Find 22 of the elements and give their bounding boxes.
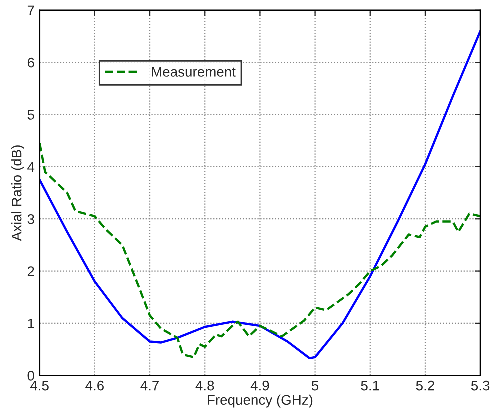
x-tick-label: 4.8	[196, 380, 214, 391]
y-tick-label: 0	[28, 370, 34, 381]
y-tick-label: 3	[28, 214, 34, 224]
y-tick-label: 5	[28, 110, 34, 120]
y-tick-label: 1	[28, 318, 34, 328]
x-tick-label: 4.5	[30, 381, 49, 391]
line-series	[40, 142, 481, 358]
line-series	[40, 30, 481, 360]
x-tick-label: 5.2	[416, 380, 434, 391]
x-tick-label: 4.6	[86, 380, 104, 391]
y-tick-label: 2	[28, 266, 34, 276]
x-tick-label: 5.1	[361, 381, 380, 391]
x-tick-label: 4.9	[250, 380, 270, 391]
x-tick-label: 5	[312, 381, 319, 391]
x-axis-title: Frequency (GHz)	[208, 394, 313, 408]
y-tick-label: 4	[28, 162, 35, 172]
legend-label: Measurement	[152, 67, 236, 77]
y-tick-label: 7	[28, 6, 34, 16]
y-tick-label: 6	[28, 58, 34, 68]
x-tick-label: 5.3	[471, 380, 490, 391]
y-axis-title: Axial Ratio (dB)	[12, 146, 24, 242]
x-tick-label: 4.7	[140, 381, 159, 391]
